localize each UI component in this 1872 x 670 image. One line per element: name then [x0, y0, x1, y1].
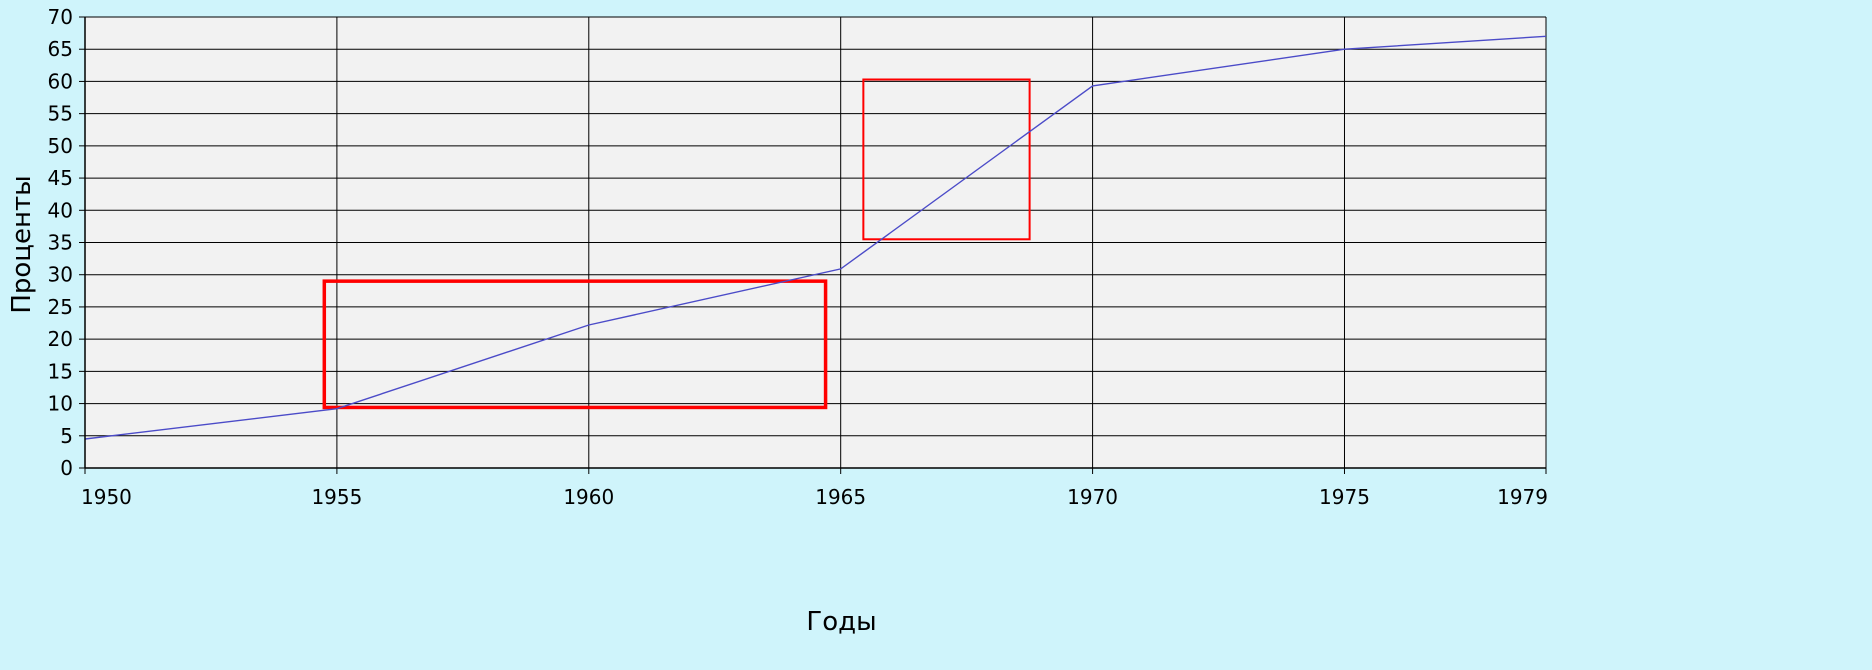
x-tick-label: 1950 [81, 485, 132, 509]
x-tick-label: 1970 [1067, 485, 1118, 509]
x-tick-label: 1955 [311, 485, 362, 509]
series-line-1 [84, 35, 1547, 440]
y-tick-label: 45 [48, 166, 73, 190]
y-tick-label: 0 [60, 456, 73, 480]
x-tick-label: 1979 [1497, 485, 1548, 509]
y-tick-label: 70 [48, 5, 73, 29]
y-tick-label: 30 [48, 263, 73, 287]
y-tick-label: 15 [48, 359, 73, 383]
x-tick-label: 1960 [563, 485, 614, 509]
highlight-boxes [322, 78, 1031, 410]
x-tick-label: 1975 [1319, 485, 1370, 509]
y-tick-label: 55 [48, 102, 73, 126]
x-axis-title: Годы [806, 607, 876, 637]
highlight-box-1 [322, 279, 828, 410]
y-axis-title: Проценты [7, 175, 37, 313]
axes: 0 5 10 15 20 25 30 35 40 45 50 55 60 65 70 1950 1955 1960… [48, 5, 1548, 509]
y-tick-label: 5 [60, 424, 73, 448]
y-tick-label: 65 [48, 37, 73, 61]
y-tick-label: 35 [48, 231, 73, 255]
highlight-box-2 [862, 78, 1031, 241]
y-tick-label: 10 [48, 392, 73, 416]
x-tick-label: 1965 [815, 485, 866, 509]
grid [84, 16, 1547, 469]
series [84, 35, 1547, 440]
y-tick-label: 20 [48, 327, 73, 351]
y-tick-label: 50 [48, 134, 73, 158]
y-tick-label: 60 [48, 69, 73, 93]
y-tick-label: 40 [48, 198, 73, 222]
y-tick-label: 25 [48, 295, 73, 319]
